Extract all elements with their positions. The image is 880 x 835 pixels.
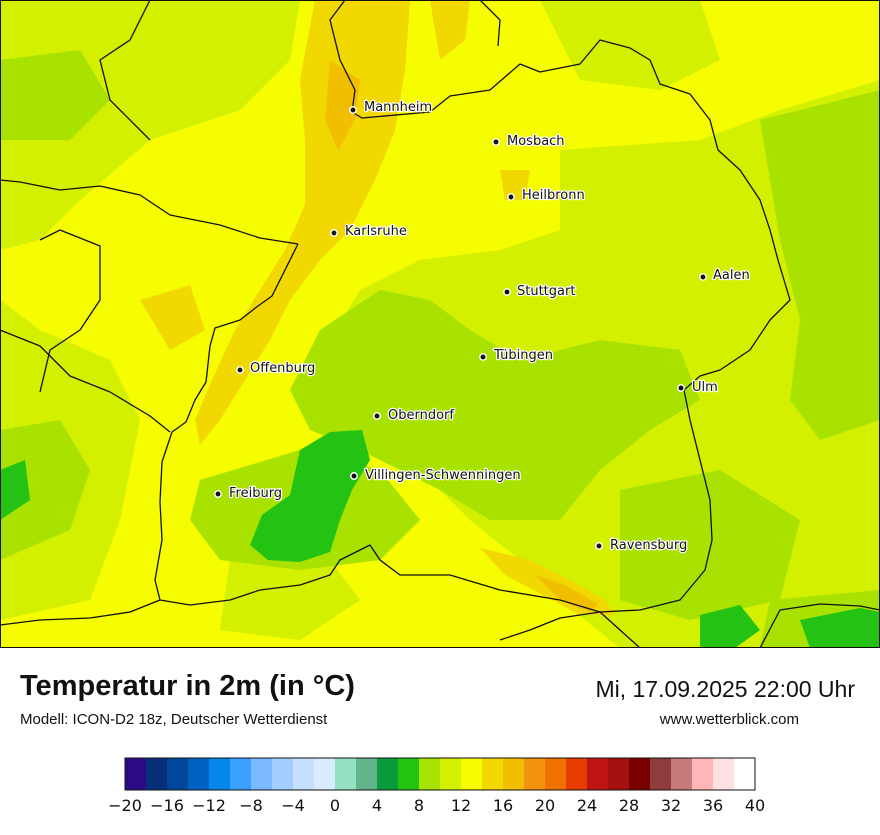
legend-swatch (125, 758, 147, 790)
legend-tick-label: 8 (414, 796, 424, 815)
legend-tick-label: 12 (451, 796, 471, 815)
city-markers: Mannheim Mosbach Heilbronn Karlsruhe Aal… (214, 99, 751, 554)
temperature-field-green (0, 430, 880, 648)
map-canvas: Mannheim Mosbach Heilbronn Karlsruhe Aal… (0, 0, 880, 648)
city-marker-icon (373, 412, 381, 420)
city-karlsruhe: Karlsruhe (330, 223, 408, 240)
legend-swatch (587, 758, 609, 790)
footer: Temperatur in 2m (in °C) Modell: ICON-D2… (0, 648, 880, 830)
legend-swatch (713, 758, 735, 790)
map-title: Temperatur in 2m (in °C) (20, 670, 355, 702)
legend-swatch (524, 758, 546, 790)
legend-tick-label: −16 (150, 796, 184, 815)
city-villingen-schwenningen: Villingen-Schwenningen (350, 467, 522, 484)
city-marker-icon (503, 288, 511, 296)
city-label: Karlsruhe (345, 224, 407, 239)
legend-swatch (692, 758, 714, 790)
city-label: Stuttgart (517, 284, 575, 299)
city-label: Offenburg (250, 361, 315, 376)
temperature-map: Mannheim Mosbach Heilbronn Karlsruhe Aal… (0, 0, 880, 648)
city-marker-icon (214, 490, 222, 498)
legend-swatch (251, 758, 273, 790)
city-oberndorf: Oberndorf (373, 407, 456, 424)
legend-tick-label: 40 (745, 796, 765, 815)
legend-frame (124, 757, 756, 791)
city-marker-icon (492, 138, 500, 146)
legend-tick-label: −4 (281, 796, 305, 815)
legend-swatch (230, 758, 252, 790)
legend-tick-label: 20 (535, 796, 555, 815)
forecast-datetime: Mi, 17.09.2025 22:00 Uhr (595, 676, 855, 702)
city-offenburg: Offenburg (236, 360, 317, 377)
legend-tick-label: 16 (493, 796, 513, 815)
legend-tick-label: 36 (703, 796, 723, 815)
city-label: Villingen-Schwenningen (365, 468, 521, 483)
color-legend: −20 −16 −12 −8 −4 0 4 8 12 16 20 24 28 32 36 40 (0, 756, 880, 830)
legend-swatch (461, 758, 483, 790)
legend-swatch (398, 758, 420, 790)
legend-swatch (146, 758, 168, 790)
legend-swatch (167, 758, 189, 790)
city-label: Aalen (713, 268, 750, 283)
legend-tick-label: −20 (108, 796, 142, 815)
legend-tick-label: −8 (239, 796, 263, 815)
city-label: Ravensburg (610, 538, 687, 553)
city-label: Mannheim (364, 100, 432, 115)
city-marker-icon (350, 472, 358, 480)
legend-swatch (545, 758, 567, 790)
legend-swatch (440, 758, 462, 790)
legend-swatch (335, 758, 357, 790)
legend-tick-label: 4 (372, 796, 382, 815)
city-heilbronn: Heilbronn (507, 187, 586, 204)
city-ulm: Ulm (677, 379, 719, 396)
legend-swatch (650, 758, 672, 790)
legend-swatch (272, 758, 294, 790)
city-marker-icon (236, 366, 244, 374)
legend-swatch (209, 758, 231, 790)
city-label: Mosbach (507, 134, 565, 149)
city-marker-icon (507, 193, 515, 201)
city-mosbach: Mosbach (492, 133, 566, 150)
legend-swatch (629, 758, 651, 790)
legend-swatch (608, 758, 630, 790)
legend-swatch (566, 758, 588, 790)
city-label: Freiburg (229, 486, 282, 501)
legend-tick-label: 32 (661, 796, 681, 815)
city-marker-icon (479, 353, 487, 361)
city-marker-icon (349, 106, 357, 114)
website-link[interactable]: www.wetterblick.com (659, 711, 799, 728)
city-stuttgart: Stuttgart (503, 283, 577, 300)
city-aalen: Aalen (699, 267, 751, 284)
city-marker-icon (677, 384, 685, 392)
legend-swatch (293, 758, 315, 790)
legend-tick-label: 24 (577, 796, 597, 815)
legend-swatch (482, 758, 504, 790)
legend-tick-label: −12 (192, 796, 226, 815)
city-freiburg: Freiburg (214, 485, 283, 502)
legend-swatch (503, 758, 525, 790)
city-label: Tübingen (493, 348, 553, 363)
city-marker-icon (330, 229, 338, 237)
city-mannheim: Mannheim (349, 99, 433, 116)
legend-swatch (377, 758, 399, 790)
city-ravensburg: Ravensburg (595, 537, 689, 554)
administrative-borders (0, 0, 880, 648)
city-marker-icon (595, 542, 603, 550)
legend-swatch (671, 758, 693, 790)
legend-swatch (188, 758, 210, 790)
city-label: Oberndorf (388, 408, 454, 423)
legend-canvas: −20 −16 −12 −8 −4 0 4 8 12 16 20 24 28 32 36 40 (108, 757, 765, 815)
city-label: Heilbronn (522, 188, 585, 203)
city-marker-icon (699, 273, 707, 281)
legend-swatch (314, 758, 336, 790)
city-tuebingen: Tübingen (479, 347, 554, 364)
legend-tick-label: 28 (619, 796, 639, 815)
legend-swatch (419, 758, 441, 790)
legend-tick-label: 0 (330, 796, 340, 815)
legend-swatch (356, 758, 378, 790)
model-source: Modell: ICON-D2 18z, Deutscher Wetterdie… (20, 711, 328, 728)
city-label: Ulm (692, 380, 718, 395)
